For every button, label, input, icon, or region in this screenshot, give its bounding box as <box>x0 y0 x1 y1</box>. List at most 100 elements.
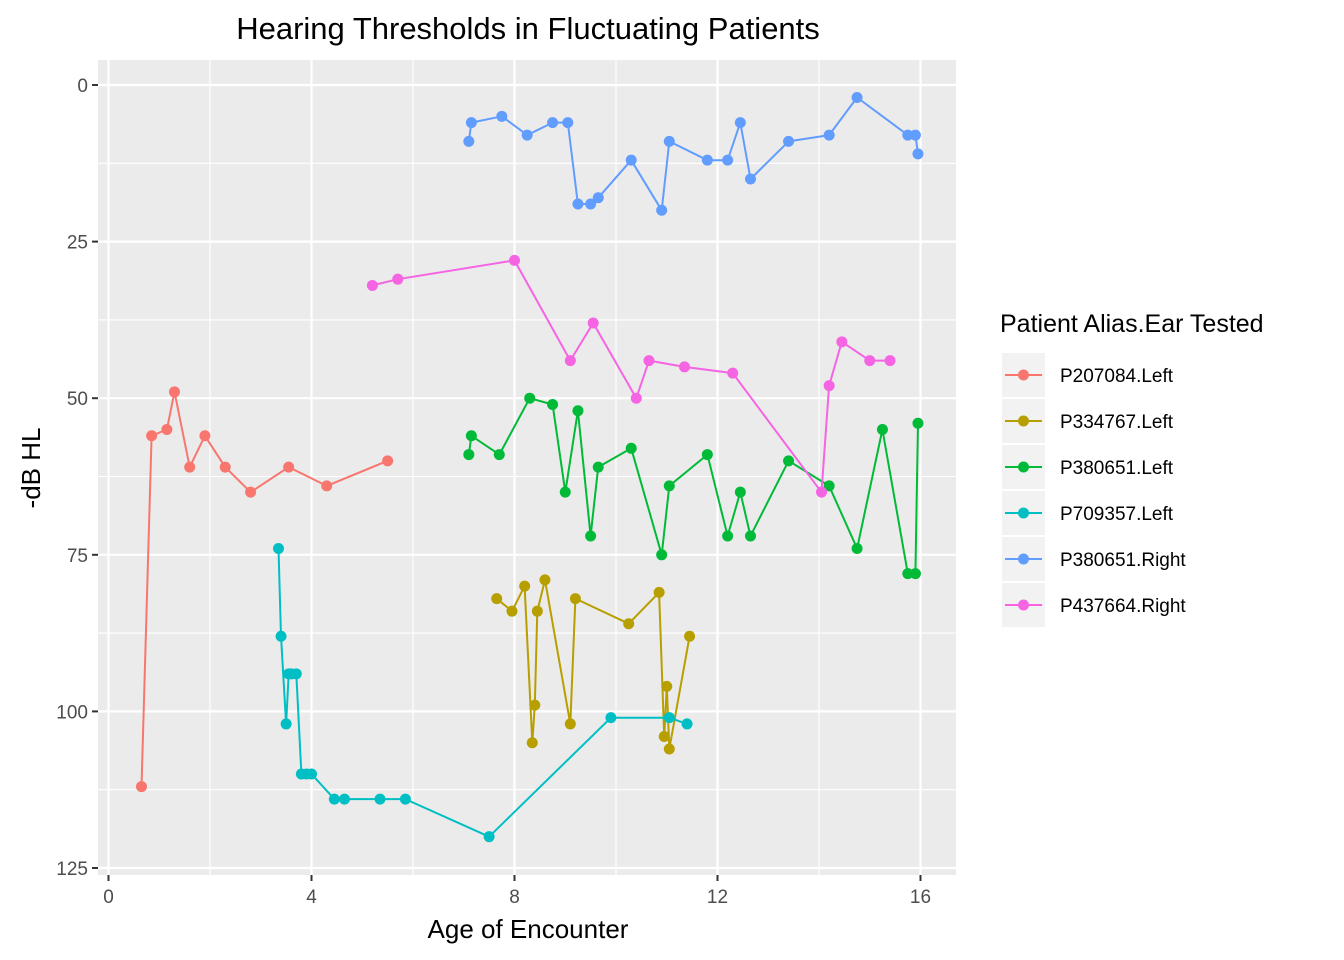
data-point <box>519 580 531 592</box>
data-point <box>531 605 543 617</box>
legend-key-point <box>1018 599 1029 611</box>
x-tick-label: 16 <box>910 887 931 908</box>
data-point <box>569 593 581 605</box>
x-tick-label: 4 <box>306 887 317 908</box>
x-axis: 0 4 8 12 16 <box>103 875 931 908</box>
data-point <box>823 480 835 492</box>
series-p380651-left <box>463 392 924 580</box>
data-point <box>526 737 538 749</box>
legend-title: Patient Alias.Ear Tested <box>1000 310 1264 338</box>
data-point <box>744 173 756 185</box>
data-point <box>290 668 302 680</box>
series-line <box>372 259 891 494</box>
data-point <box>684 630 696 642</box>
legend-item: P437664.Right <box>1002 583 1186 627</box>
data-point <box>382 455 394 467</box>
series-p709357-left <box>273 543 693 843</box>
data-point <box>506 605 518 617</box>
legend-item: P709357.Left <box>1002 491 1174 535</box>
data-point <box>909 129 921 141</box>
data-point <box>483 831 495 843</box>
data-point <box>625 442 637 454</box>
series-p437664-right <box>366 254 896 498</box>
data-point <box>328 793 340 805</box>
legend-key-point <box>1018 461 1029 473</box>
data-point <box>184 461 196 473</box>
data-point <box>280 718 292 730</box>
x-tick-label: 8 <box>509 887 520 908</box>
data-point <box>392 273 404 285</box>
legend-key-point <box>1018 507 1029 519</box>
legend-label: P437664.Right <box>1060 596 1186 617</box>
data-point <box>245 486 257 498</box>
data-point <box>399 793 411 805</box>
data-point <box>199 430 211 442</box>
major-gridlines <box>98 60 956 875</box>
data-point <box>902 129 914 141</box>
data-point <box>783 455 795 467</box>
data-point <box>572 405 584 417</box>
data-point <box>562 117 574 129</box>
y-tick-label: 0 <box>77 76 88 97</box>
data-point <box>681 718 693 730</box>
legend-item: P380651.Right <box>1002 537 1186 581</box>
data-point <box>727 367 739 379</box>
data-point <box>509 254 520 266</box>
y-tick-label: 50 <box>67 389 88 410</box>
y-tick-label: 100 <box>56 702 88 723</box>
data-point <box>275 630 287 642</box>
data-point <box>564 355 576 367</box>
data-point <box>521 129 533 141</box>
data-point <box>587 317 599 329</box>
legend: Patient Alias.Ear Tested P207084.Left P33… <box>1000 310 1264 627</box>
legend-label: P380651.Right <box>1060 550 1186 571</box>
data-point <box>605 712 617 724</box>
data-point <box>630 392 642 404</box>
data-point <box>524 392 536 404</box>
data-point <box>744 530 756 542</box>
data-point <box>273 543 285 555</box>
data-point <box>306 768 317 780</box>
data-point <box>643 355 655 367</box>
data-point <box>663 480 675 492</box>
y-tick-label: 75 <box>67 546 88 567</box>
data-point <box>884 355 896 367</box>
data-point <box>493 449 505 461</box>
data-point <box>592 192 604 204</box>
data-point <box>902 568 914 580</box>
data-point <box>547 117 559 129</box>
data-point <box>146 430 158 442</box>
data-point <box>585 530 597 542</box>
data-point <box>663 135 675 147</box>
data-point <box>823 129 835 141</box>
data-point <box>625 154 637 166</box>
data-point <box>338 793 350 805</box>
data-point <box>912 417 924 429</box>
legend-item: P334767.Left <box>1002 399 1174 443</box>
data-point <box>168 386 180 398</box>
data-point <box>701 449 713 461</box>
data-point <box>463 449 475 461</box>
series-p207084-left <box>135 386 394 793</box>
data-point <box>722 530 734 542</box>
data-point <box>491 593 503 605</box>
legend-label: P709357.Left <box>1060 504 1174 525</box>
legend-label: P380651.Left <box>1060 458 1174 479</box>
data-point <box>539 574 551 586</box>
data-point <box>679 361 691 373</box>
data-point <box>161 424 173 436</box>
data-point <box>623 618 635 630</box>
plot-panel <box>98 60 956 875</box>
data-point <box>463 135 475 147</box>
legend-key-point <box>1018 553 1029 565</box>
data-point <box>658 730 670 742</box>
x-tick-label: 12 <box>707 887 728 908</box>
legend-label: P334767.Left <box>1060 412 1174 433</box>
legend-key-point <box>1018 369 1029 381</box>
data-point <box>592 461 604 473</box>
data-point <box>585 198 597 210</box>
data-point <box>661 680 673 692</box>
data-point <box>559 486 571 498</box>
series-p380651-right <box>463 92 924 216</box>
